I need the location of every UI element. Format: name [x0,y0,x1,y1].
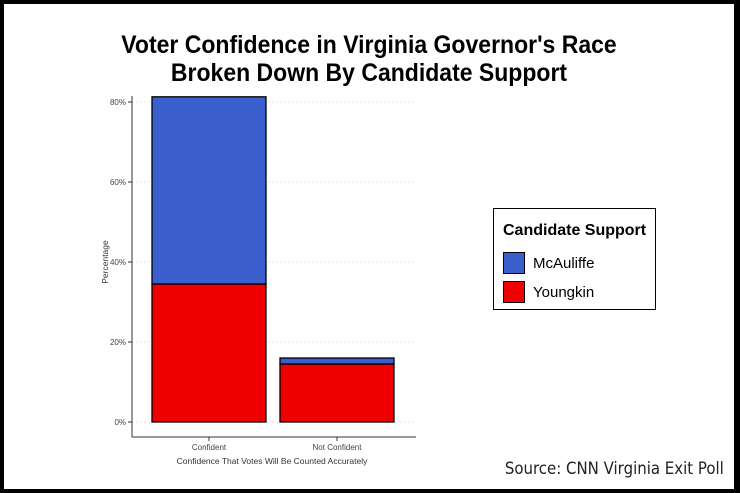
legend-title: Candidate Support [503,222,647,239]
legend-swatch-youngkin [503,281,525,303]
y-tick-label-0: 0% [114,418,126,427]
plot-area: 0% 20% 40% 60% 80% Confident Not Confident Conf… [100,96,416,466]
legend-swatch-mcauliffe [503,252,525,274]
bar-not-confident-youngkin [279,363,395,423]
chart-title-line-1: Voter Confidence in Virginia Governor's … [121,31,617,59]
legend-label-youngkin: Youngkin [533,284,595,301]
y-tick-label-60: 60% [110,178,126,187]
bar-not-confident-mcauliffe [279,357,395,365]
x-axis-title: Confidence That Votes Will Be Counted Ac… [177,456,368,466]
y-tick-label-80: 80% [110,98,126,107]
y-tick-label-40: 40% [110,258,126,267]
x-tick-label-not-confident: Not Confident [313,443,363,452]
y-tick-label-20: 20% [110,338,126,347]
chart-title: Voter Confidence in Virginia Governor's … [33,31,705,87]
bar-confident-mcauliffe [151,96,267,285]
legend: Candidate Support McAuliffe Youngkin [493,208,656,310]
y-axis-title: Percentage [100,240,110,284]
bar-confident-youngkin [151,283,267,423]
legend-label-mcauliffe: McAuliffe [533,255,595,272]
x-tick-label-confident: Confident [192,443,227,452]
chart-title-line-2: Broken Down By Candidate Support [170,59,568,87]
source-note: Source: CNN Virginia Exit Poll [505,459,724,479]
chart-panel: Voter Confidence in Virginia Governor's … [4,4,734,489]
